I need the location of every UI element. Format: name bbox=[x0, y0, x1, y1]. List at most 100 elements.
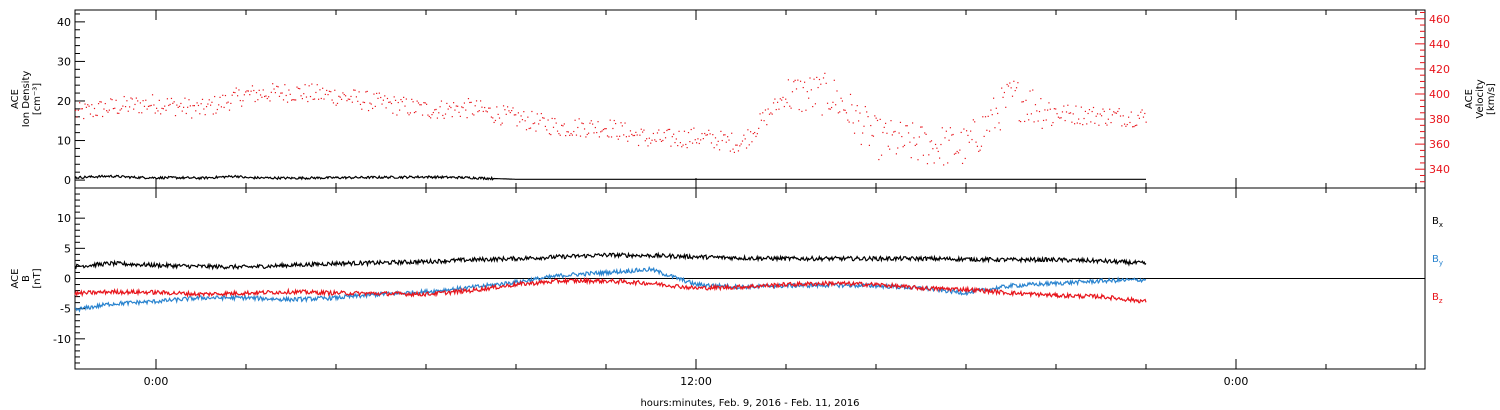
density-tick-label: 30 bbox=[57, 55, 71, 68]
velocity-point bbox=[793, 81, 795, 83]
velocity-point bbox=[423, 102, 425, 104]
velocity-point bbox=[682, 144, 684, 146]
velocity-point bbox=[1122, 115, 1124, 117]
velocity-point bbox=[848, 121, 850, 123]
velocity-point bbox=[1123, 123, 1126, 125]
b-axis-label: ACEB[nT] bbox=[10, 268, 43, 288]
velocity-point bbox=[1034, 104, 1037, 106]
velocity-point bbox=[891, 134, 893, 136]
velocity-point bbox=[546, 129, 548, 131]
velocity-tick-label: 440 bbox=[1429, 38, 1450, 51]
velocity-point bbox=[154, 112, 156, 114]
velocity-point bbox=[601, 130, 603, 132]
velocity-point bbox=[578, 118, 580, 120]
velocity-point bbox=[230, 102, 232, 105]
velocity-point bbox=[639, 134, 641, 136]
velocity-point bbox=[361, 108, 363, 110]
velocity-point bbox=[478, 110, 480, 112]
velocity-point bbox=[224, 94, 227, 97]
velocity-point bbox=[439, 106, 441, 108]
velocity-tick-label: 340 bbox=[1429, 163, 1450, 176]
velocity-point bbox=[536, 113, 538, 115]
velocity-point bbox=[640, 128, 642, 130]
velocity-point bbox=[679, 142, 681, 144]
velocity-point bbox=[785, 98, 787, 100]
velocity-point bbox=[446, 102, 448, 105]
velocity-point bbox=[253, 89, 255, 92]
velocity-point bbox=[744, 138, 746, 140]
velocity-point bbox=[720, 130, 722, 132]
velocity-point bbox=[798, 108, 800, 111]
velocity-point bbox=[949, 127, 951, 129]
velocity-point bbox=[111, 99, 113, 101]
x-axis-label: hours:minutes, Feb. 9, 2016 - Feb. 11, 2… bbox=[640, 398, 859, 409]
velocity-point bbox=[606, 135, 609, 137]
velocity-point bbox=[1047, 109, 1049, 111]
velocity-point bbox=[255, 92, 258, 94]
velocity-point bbox=[987, 115, 989, 117]
velocity-point bbox=[1009, 82, 1011, 84]
velocity-point bbox=[393, 96, 395, 98]
velocity-point bbox=[401, 101, 403, 103]
velocity-point bbox=[285, 94, 287, 97]
velocity-point bbox=[808, 97, 810, 99]
velocity-point bbox=[188, 99, 190, 101]
velocity-point bbox=[971, 138, 973, 141]
velocity-point bbox=[866, 111, 868, 113]
velocity-point bbox=[205, 105, 208, 108]
velocity-point bbox=[678, 130, 680, 132]
velocity-point bbox=[247, 90, 249, 92]
velocity-point bbox=[805, 109, 807, 111]
velocity-point bbox=[650, 142, 652, 144]
velocity-point bbox=[1041, 127, 1043, 129]
velocity-point bbox=[1075, 105, 1077, 107]
velocity-point bbox=[241, 105, 243, 107]
velocity-point bbox=[871, 134, 873, 137]
velocity-point bbox=[855, 110, 857, 112]
velocity-point bbox=[771, 113, 773, 115]
velocity-point bbox=[698, 142, 700, 145]
velocity-point bbox=[455, 105, 457, 107]
density-axis-label-line: [cm⁻³] bbox=[32, 83, 43, 115]
velocity-point bbox=[1090, 121, 1092, 123]
velocity-point bbox=[516, 125, 518, 127]
velocity-point bbox=[898, 132, 900, 134]
velocity-point bbox=[826, 102, 829, 104]
velocity-point bbox=[158, 99, 160, 101]
velocity-axis-label-line: ACE bbox=[1464, 89, 1475, 109]
velocity-point bbox=[461, 106, 463, 108]
velocity-point bbox=[783, 105, 785, 108]
velocity-point bbox=[631, 133, 633, 136]
velocity-point bbox=[831, 106, 833, 109]
velocity-point bbox=[397, 101, 399, 104]
b-axis-label-line: [nT] bbox=[32, 268, 43, 288]
velocity-point bbox=[876, 119, 879, 122]
velocity-point bbox=[451, 116, 453, 118]
velocity-point bbox=[160, 113, 162, 115]
velocity-point bbox=[110, 98, 112, 100]
velocity-point bbox=[1013, 80, 1015, 82]
velocity-point bbox=[924, 132, 926, 134]
density-tick-label: 10 bbox=[57, 135, 71, 148]
velocity-point bbox=[693, 127, 695, 129]
velocity-point bbox=[837, 112, 839, 114]
velocity-point bbox=[713, 147, 715, 149]
velocity-point bbox=[450, 106, 452, 109]
velocity-point bbox=[392, 112, 394, 114]
velocity-point bbox=[165, 109, 167, 111]
velocity-point bbox=[759, 113, 761, 115]
velocity-point bbox=[1103, 110, 1105, 113]
velocity-point bbox=[351, 101, 353, 103]
velocity-point bbox=[177, 106, 179, 108]
velocity-point bbox=[114, 107, 116, 109]
velocity-point bbox=[245, 91, 247, 93]
velocity-point bbox=[309, 95, 312, 98]
velocity-point bbox=[862, 132, 864, 134]
velocity-point bbox=[353, 89, 355, 91]
velocity-point bbox=[1128, 116, 1130, 118]
velocity-point bbox=[362, 101, 364, 103]
velocity-point bbox=[1006, 83, 1008, 86]
velocity-point bbox=[299, 88, 301, 90]
velocity-point bbox=[183, 106, 185, 108]
velocity-point bbox=[259, 94, 262, 96]
